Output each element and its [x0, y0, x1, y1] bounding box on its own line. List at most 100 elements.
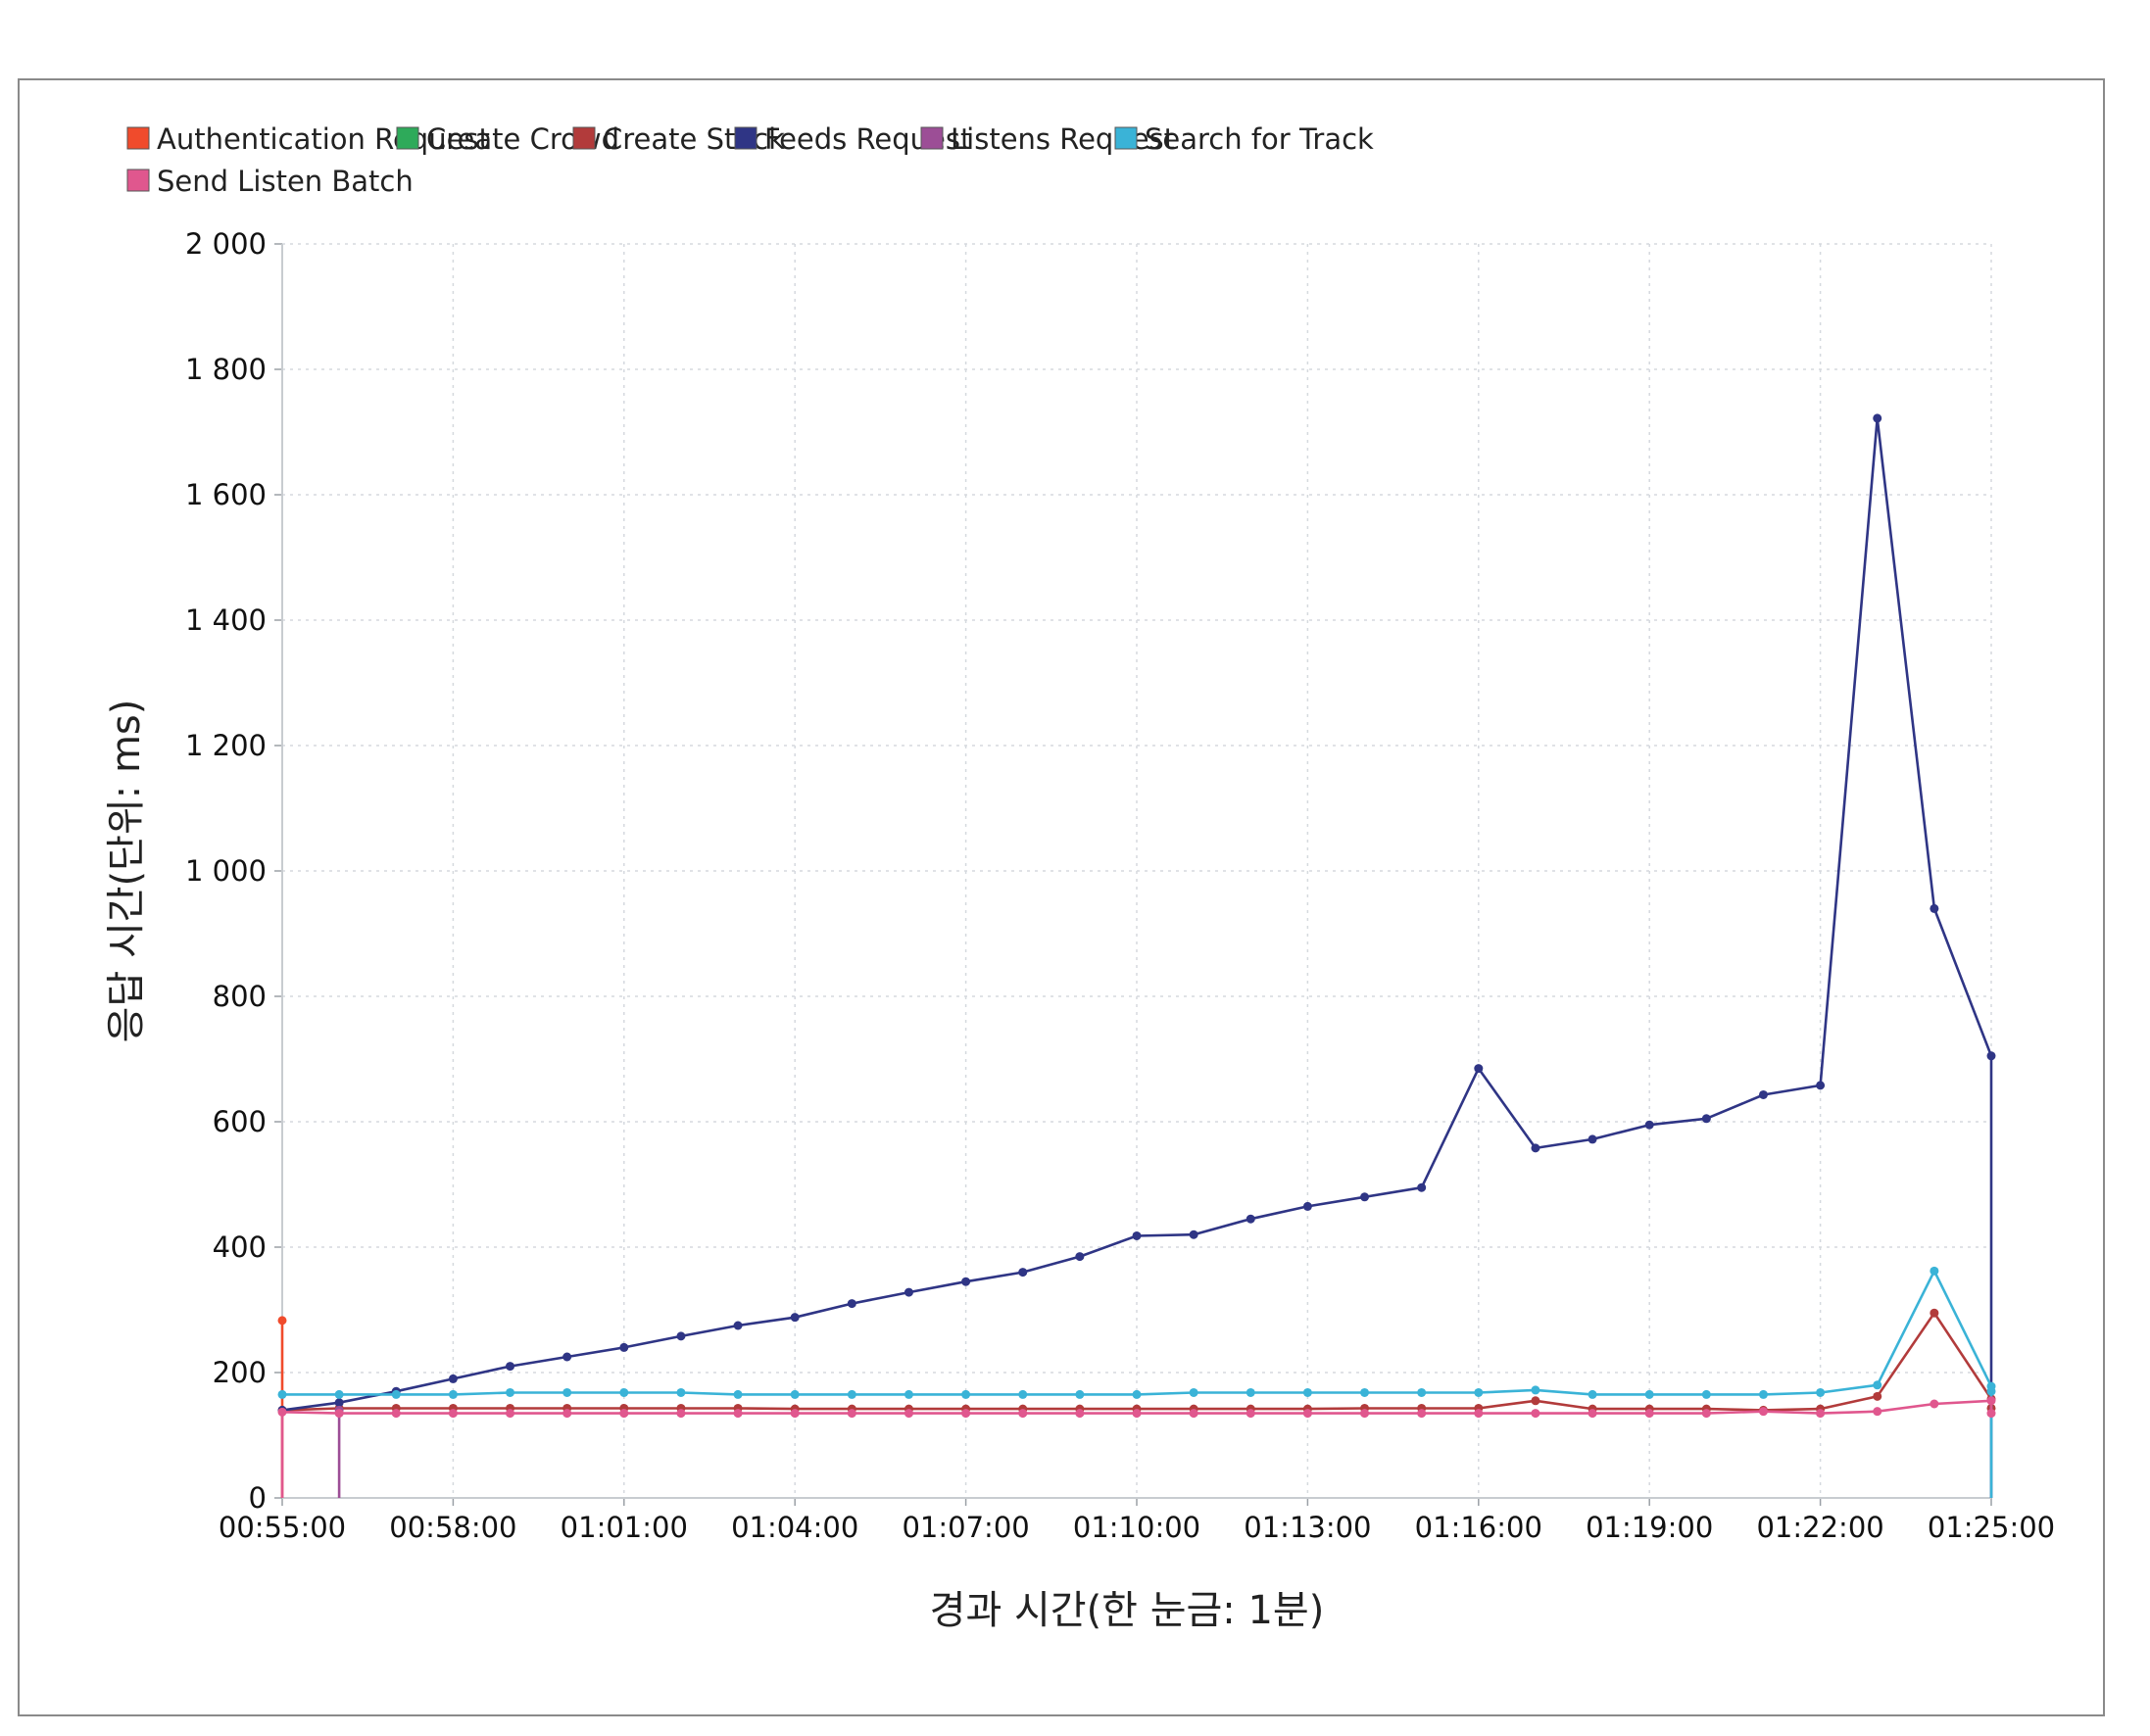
y-tick-label: 1 600 — [185, 478, 267, 511]
data-point-search-for-track — [1644, 1389, 1654, 1399]
x-tick-label: 00:58:00 — [389, 1511, 516, 1544]
y-tick-label: 2 000 — [185, 227, 267, 261]
data-point-feeds-request — [1075, 1252, 1085, 1262]
grid-lines — [282, 243, 1992, 1498]
y-tick-label: 800 — [213, 980, 267, 1013]
data-point-send-listen-batch — [1816, 1409, 1826, 1419]
y-tick-label: 1 200 — [185, 729, 267, 762]
data-point-feeds-request — [1474, 1064, 1484, 1074]
data-point-search-for-track — [733, 1389, 743, 1399]
data-point-create-stack — [1531, 1396, 1540, 1406]
legend-swatch-feeds-request — [734, 126, 757, 150]
data-point-feeds-request — [1701, 1114, 1711, 1124]
data-point-send-listen-batch — [334, 1409, 344, 1419]
data-point-send-listen-batch — [790, 1409, 800, 1419]
x-tick-label: 01:19:00 — [1586, 1511, 1713, 1544]
data-point-feeds-request — [334, 1398, 344, 1408]
data-point-feeds-request — [1531, 1143, 1540, 1153]
data-point-send-listen-batch — [1531, 1409, 1540, 1419]
data-point-feeds-request — [1246, 1214, 1255, 1224]
data-point-feeds-request — [1930, 903, 1939, 913]
data-point-feeds-request — [1189, 1230, 1198, 1239]
data-point-send-listen-batch — [1474, 1409, 1484, 1419]
data-point-send-listen-batch — [1302, 1409, 1312, 1419]
series-line-search-for-track — [282, 1270, 1993, 1498]
data-point-send-listen-batch — [1417, 1409, 1427, 1419]
legend-swatch-create-stack — [572, 126, 596, 150]
data-point-search-for-track — [1018, 1389, 1028, 1399]
data-point-feeds-request — [1873, 413, 1882, 423]
data-point-create-stack — [1930, 1308, 1939, 1318]
data-point-search-for-track — [847, 1389, 856, 1399]
chart-frame: 0 200 400 600 800 1 000 1 200 1 400 1 600 1 800 2 … — [18, 78, 2105, 1716]
data-point-send-listen-batch — [1075, 1409, 1085, 1419]
data-point-search-for-track — [1758, 1389, 1768, 1399]
data-point-search-for-track — [1417, 1387, 1427, 1397]
x-tick-label: 01:07:00 — [902, 1511, 1029, 1544]
data-point-feeds-request — [1986, 1051, 1996, 1061]
data-point-search-for-track — [277, 1389, 287, 1399]
data-point-send-listen-batch — [847, 1409, 856, 1419]
data-point-search-for-track — [1360, 1387, 1370, 1397]
x-tick-label: 01:01:00 — [561, 1511, 688, 1544]
data-point-feeds-request — [1758, 1089, 1768, 1099]
y-tick-label: 400 — [213, 1230, 267, 1264]
data-point-search-for-track — [1531, 1385, 1540, 1395]
data-point-create-stack — [1873, 1391, 1882, 1401]
data-point-feeds-request — [1417, 1182, 1427, 1192]
legend-swatch-send-listen-batch — [126, 169, 150, 192]
data-point-feeds-request — [619, 1342, 629, 1352]
series-layer — [277, 413, 1996, 1498]
series-line-feeds-request — [281, 416, 1993, 1498]
data-point-send-listen-batch — [448, 1409, 458, 1419]
data-point-search-for-track — [1701, 1389, 1711, 1399]
data-point-send-listen-batch — [1701, 1409, 1711, 1419]
legend-swatch-authentication-request — [126, 126, 150, 150]
data-point-search-for-track — [506, 1387, 515, 1397]
legend-label-authentication-request: Authentication Request — [157, 122, 490, 156]
data-point-search-for-track — [904, 1389, 913, 1399]
data-point-search-for-track — [1132, 1389, 1142, 1399]
y-tick-label: 1 800 — [185, 353, 267, 386]
data-point-send-listen-batch — [1930, 1399, 1939, 1409]
data-point-send-listen-batch — [1644, 1409, 1654, 1419]
x-tick-label: 01:16:00 — [1415, 1511, 1542, 1544]
legend-label-send-listen-batch: Send Listen Batch — [157, 165, 414, 198]
data-point-feeds-request — [790, 1313, 800, 1323]
data-point-send-listen-batch — [1986, 1409, 1996, 1419]
data-point-send-listen-batch — [1758, 1407, 1768, 1417]
data-point-send-listen-batch — [1132, 1409, 1142, 1419]
data-point-search-for-track — [1930, 1266, 1939, 1276]
x-tick-label: 01:25:00 — [1928, 1511, 2055, 1544]
legend-label-listens-request: Listens Request — [951, 122, 1175, 156]
x-axis-title: 경과 시간(한 눈금: 1분) — [930, 1588, 1325, 1633]
data-point-feeds-request — [961, 1277, 971, 1286]
data-point-feeds-request — [733, 1321, 743, 1330]
data-point-search-for-track — [334, 1389, 344, 1399]
legend-label-create-stack: Create Stack — [603, 122, 785, 156]
data-point-search-for-track — [1189, 1387, 1198, 1397]
data-point-send-listen-batch — [562, 1409, 572, 1419]
x-tick-label: 01:22:00 — [1756, 1511, 1883, 1544]
data-point-search-for-track — [1246, 1387, 1255, 1397]
data-point-send-listen-batch — [1189, 1409, 1198, 1419]
legend-swatch-listens-request — [920, 126, 944, 150]
y-tick-label: 0 — [249, 1481, 267, 1515]
legend-swatch-create-crowd — [396, 126, 419, 150]
data-point-search-for-track — [676, 1387, 686, 1397]
data-point-feeds-request — [676, 1331, 686, 1341]
data-point-search-for-track — [1302, 1387, 1312, 1397]
data-point-search-for-track — [562, 1387, 572, 1397]
data-point-search-for-track — [1986, 1386, 1996, 1396]
data-point-send-listen-batch — [277, 1407, 287, 1417]
legend-label-search-for-track: Search for Track — [1145, 122, 1374, 156]
data-point-search-for-track — [961, 1389, 971, 1399]
data-point-feeds-request — [1816, 1081, 1826, 1090]
y-tick-label: 600 — [213, 1105, 267, 1138]
y-tick-label: 1 000 — [185, 854, 267, 888]
data-point-feeds-request — [1302, 1201, 1312, 1211]
data-point-search-for-track — [391, 1389, 401, 1399]
data-point-search-for-track — [619, 1387, 629, 1397]
data-point-search-for-track — [1588, 1389, 1597, 1399]
